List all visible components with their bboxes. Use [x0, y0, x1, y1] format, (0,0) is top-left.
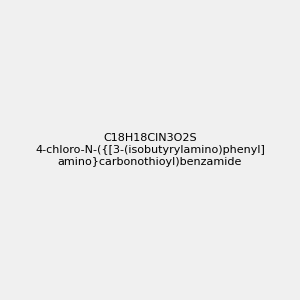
Text: C18H18ClN3O2S
4-chloro-N-({[3-(isobutyrylamino)phenyl]
amino}carbonothioyl)benza: C18H18ClN3O2S 4-chloro-N-({[3-(isobutyry… — [35, 134, 265, 166]
